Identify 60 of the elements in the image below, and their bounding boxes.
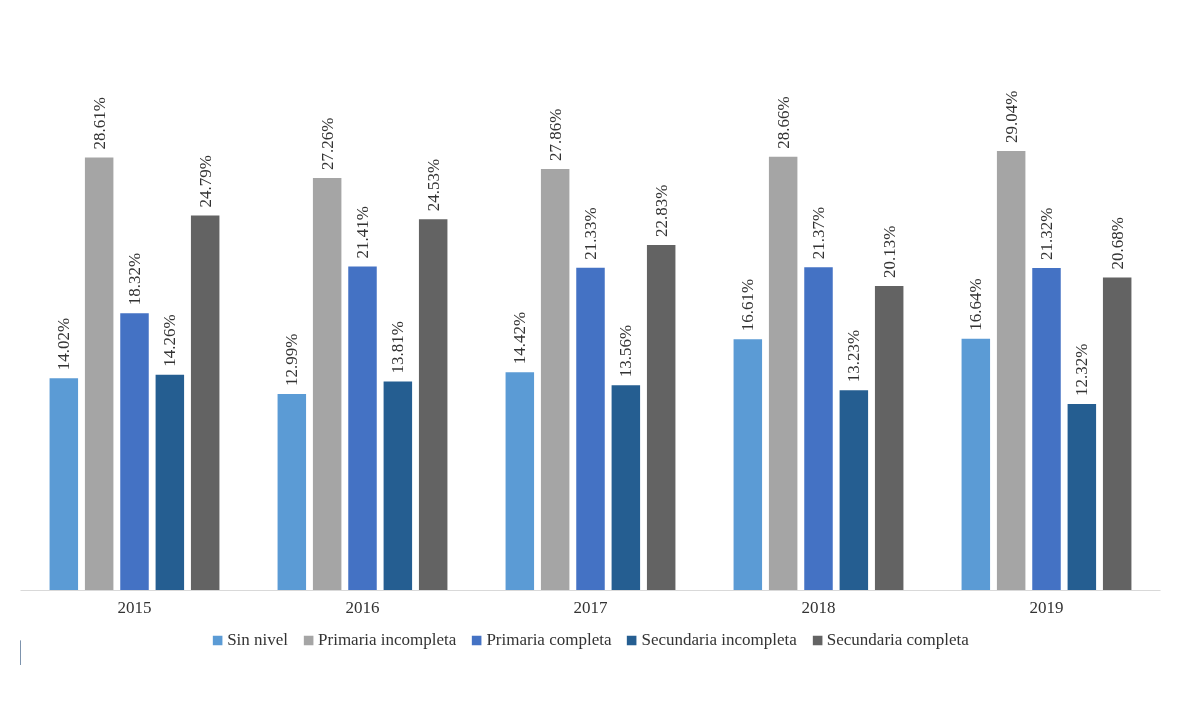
- bar: [874, 285, 904, 591]
- data-label: 16.61%: [738, 278, 758, 332]
- data-label: 13.81%: [388, 321, 408, 374]
- data-label: 21.32%: [1037, 207, 1056, 260]
- bar: [804, 267, 833, 591]
- data-label: 21.33%: [581, 207, 600, 260]
- x-tick-label: 2016: [345, 597, 380, 617]
- legend-label: Secundaria completa: [826, 630, 969, 650]
- bar: [383, 381, 413, 591]
- data-label: 28.61%: [89, 97, 109, 150]
- data-label: 13.56%: [616, 324, 636, 378]
- bar: [418, 219, 448, 591]
- data-label: 12.99%: [282, 333, 302, 386]
- bar: [155, 374, 185, 591]
- data-label: 27.26%: [317, 117, 337, 171]
- bar: [312, 178, 342, 591]
- data-label: 28.66%: [773, 96, 793, 149]
- bar: [348, 266, 377, 591]
- bar: [768, 156, 798, 591]
- bar: [277, 393, 307, 591]
- legend-label: Primaria incompleta: [318, 630, 457, 650]
- x-tick-label: 2015: [117, 597, 152, 617]
- data-label: 21.37%: [809, 206, 828, 260]
- data-label: 20.68%: [1107, 217, 1127, 270]
- bar: [611, 385, 641, 591]
- data-label: 21.41%: [353, 206, 372, 259]
- data-label: 24.53%: [423, 158, 443, 212]
- bar: [84, 157, 114, 591]
- legend-label: Primaria completa: [486, 630, 612, 650]
- data-label: 18.32%: [125, 252, 144, 306]
- bar: [733, 339, 763, 591]
- legend-label: Secundaria incompleta: [641, 630, 797, 650]
- bar: [540, 168, 570, 591]
- data-label: 14.02%: [54, 317, 74, 371]
- bar: [1102, 277, 1132, 591]
- bar: [190, 215, 220, 591]
- bar: [576, 267, 605, 591]
- x-tick-label: 2019: [1029, 597, 1064, 617]
- data-label: 27.86%: [545, 108, 565, 161]
- bar: [49, 378, 79, 591]
- data-label: 22.83%: [651, 184, 671, 238]
- data-label: 16.64%: [966, 278, 986, 331]
- x-tick-label: 2018: [801, 597, 836, 617]
- bar: [646, 245, 676, 591]
- bar: [505, 372, 535, 591]
- data-label: 29.04%: [1001, 90, 1021, 144]
- data-label: 20.13%: [879, 225, 899, 278]
- data-label: 14.42%: [510, 311, 530, 365]
- data-label: 14.26%: [160, 314, 180, 367]
- data-label: 13.23%: [844, 329, 864, 383]
- x-tick-label: 2017: [573, 597, 608, 617]
- bar: [839, 390, 869, 591]
- bar: [996, 151, 1026, 591]
- legend-label: Sin nivel: [227, 630, 289, 650]
- bar: [961, 338, 991, 591]
- bar: [1032, 267, 1061, 591]
- bar: [1067, 404, 1097, 591]
- data-label: 24.79%: [195, 154, 215, 208]
- data-label: 12.32%: [1072, 343, 1092, 397]
- bar: [120, 313, 149, 591]
